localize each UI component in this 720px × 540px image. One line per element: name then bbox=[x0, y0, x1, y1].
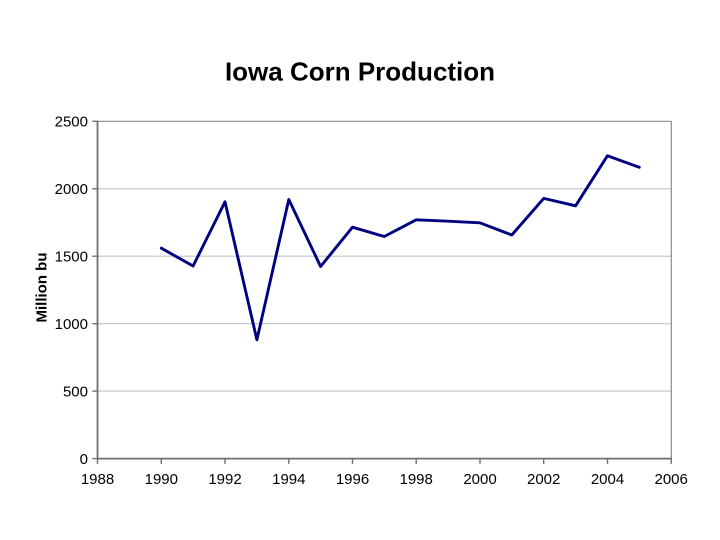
svg-text:Iowa Corn Production: Iowa Corn Production bbox=[225, 56, 495, 86]
svg-text:2000: 2000 bbox=[463, 471, 496, 488]
svg-text:2006: 2006 bbox=[655, 471, 688, 488]
svg-text:2004: 2004 bbox=[591, 471, 624, 488]
svg-text:Million bu: Million bu bbox=[34, 253, 51, 323]
svg-text:0: 0 bbox=[80, 451, 88, 468]
svg-text:2000: 2000 bbox=[55, 181, 88, 198]
svg-text:2500: 2500 bbox=[55, 114, 88, 131]
svg-text:1000: 1000 bbox=[55, 316, 88, 333]
svg-text:1990: 1990 bbox=[145, 471, 178, 488]
svg-text:1500: 1500 bbox=[55, 248, 88, 265]
svg-text:1998: 1998 bbox=[400, 471, 433, 488]
svg-text:2002: 2002 bbox=[527, 471, 560, 488]
svg-text:1988: 1988 bbox=[81, 471, 114, 488]
svg-text:1992: 1992 bbox=[208, 471, 241, 488]
svg-text:1996: 1996 bbox=[336, 471, 369, 488]
svg-text:1994: 1994 bbox=[272, 471, 305, 488]
svg-text:500: 500 bbox=[63, 383, 88, 400]
